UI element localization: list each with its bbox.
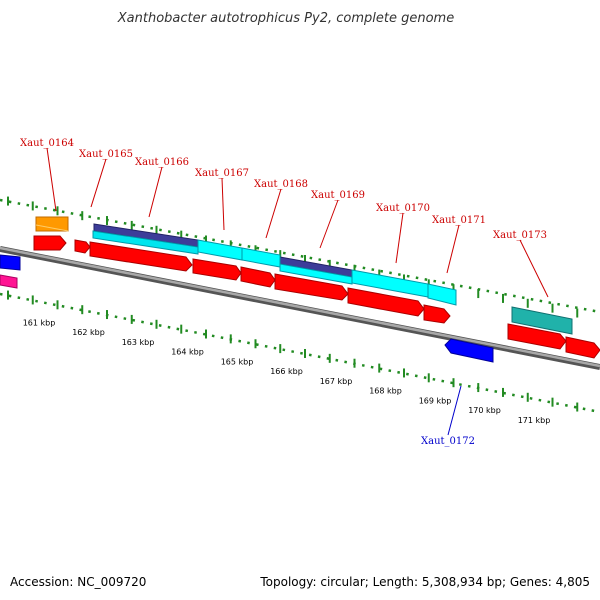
gene-arrow-0163[interactable] (33, 235, 67, 251)
leader-0172 (447, 385, 462, 436)
gene-reverse-left-pink[interactable] (0, 274, 18, 289)
gene-arrow-0169[interactable] (274, 273, 349, 301)
cds-cyan-6[interactable] (427, 283, 457, 306)
gene-label-xaut-0168[interactable]: Xaut_0168 (254, 179, 308, 190)
leader-0169 (319, 199, 339, 249)
leader-lines (46, 147, 549, 436)
gene-arrow-0165[interactable] (89, 241, 193, 272)
accession-text: Accession: NC_009720 (10, 575, 146, 589)
gene-label-xaut-0172[interactable]: Xaut_0172 (421, 436, 475, 447)
gene-label-xaut-0170[interactable]: Xaut_0170 (376, 203, 430, 214)
gene-arrow-0174[interactable] (565, 336, 600, 359)
scale-label: 166 kbp (270, 367, 303, 376)
gene-arrow-0172[interactable] (444, 338, 494, 363)
cds-cyan-1[interactable] (92, 230, 199, 255)
leader-0170 (395, 212, 404, 264)
scale-label: 161 kbp (23, 318, 56, 327)
cds-cyan-3[interactable] (241, 247, 281, 268)
gene-label-xaut-0167[interactable]: Xaut_0167 (195, 168, 249, 179)
gene-labels: Xaut_0164 Xaut_0165 Xaut_0166 Xaut_0167 … (20, 138, 547, 447)
gene-label-xaut-0171[interactable]: Xaut_0171 (432, 215, 486, 226)
scale-label: 171 kbp (518, 416, 551, 425)
leader-0167 (221, 177, 225, 231)
gene-arrow-0168[interactable] (240, 266, 276, 288)
gene-label-xaut-0166[interactable]: Xaut_0166 (135, 157, 189, 168)
gene-feature-orange-shade (35, 224, 69, 232)
feature-track (0, 216, 600, 363)
scale-label: 164 kbp (171, 348, 204, 357)
gene-arrow-0171[interactable] (423, 304, 451, 324)
leader-0166 (148, 166, 163, 218)
gene-arrow-0173[interactable] (507, 323, 567, 350)
scale-label: 165 kbp (221, 357, 254, 366)
gene-label-xaut-0164[interactable]: Xaut_0164 (20, 138, 74, 149)
feature-teal-0173[interactable] (511, 306, 573, 335)
map-title: Xanthobacter autotrophicus Py2, complete… (117, 11, 454, 26)
gene-arrow-0167[interactable] (192, 258, 242, 281)
gene-label-xaut-0169[interactable]: Xaut_0169 (311, 190, 365, 201)
cds-cyan-2[interactable] (197, 239, 243, 261)
scale-label: 169 kbp (419, 396, 452, 405)
leader-0171 (446, 224, 460, 274)
genome-backbone-highlight (0, 246, 600, 368)
gene-feature-orange[interactable] (35, 216, 69, 232)
scale-label: 167 kbp (320, 377, 353, 386)
gene-arrow-0164[interactable] (74, 239, 91, 254)
scale-label: 168 kbp (369, 387, 402, 396)
cds-cyan-4[interactable] (279, 263, 353, 285)
scale-label: 170 kbp (468, 406, 501, 415)
scale-label: 162 kbp (72, 328, 105, 337)
gene-label-xaut-0165[interactable]: Xaut_0165 (79, 149, 133, 160)
gene-arrow-0170[interactable] (347, 287, 425, 317)
topology-summary: Topology: circular; Length: 5,308,934 bp… (259, 575, 590, 589)
leader-0164 (46, 147, 57, 212)
lower-tick-track (0, 292, 600, 414)
leader-0173 (519, 239, 549, 298)
scale-labels: 161 kbp 162 kbp 163 kbp 164 kbp 165 kbp 166 k… (23, 318, 551, 424)
scale-label: 163 kbp (122, 338, 155, 347)
gene-label-xaut-0173[interactable]: Xaut_0173 (493, 230, 547, 241)
gene-reverse-left-blue[interactable] (0, 254, 21, 271)
leader-0168 (265, 188, 282, 239)
leader-0165 (90, 158, 107, 208)
